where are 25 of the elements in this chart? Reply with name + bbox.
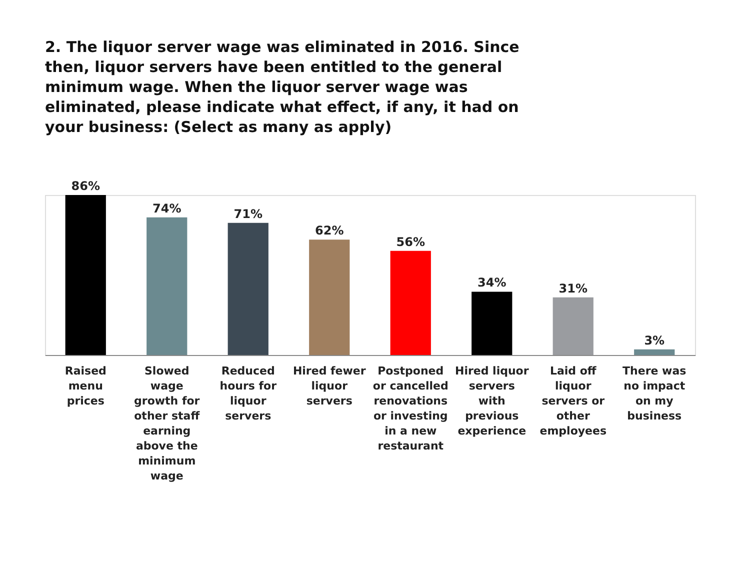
data-label: 74% [152,201,182,216]
data-label: 62% [315,224,344,238]
data-label: 3% [644,333,665,348]
chart-title: 2. The liquor server wage was eliminated in 2016. Since then, liquor servers have been entitled to the general minimum wage. When the liquor server wage was eliminated, please indicate what effect, if any, it had on your business: (Select as many as apply) [45,38,520,136]
x-tick-label: Hired liquor servers with previous experience [454,364,530,438]
data-label: 86% [71,179,100,193]
bar [309,240,350,355]
bar [146,217,188,355]
bar [65,195,106,355]
x-tick-label: Hired fewer liquor servers [292,364,366,408]
bar [634,349,675,355]
x-tick-label: Slowed wage growth for other staff earning above the minimum wage [134,364,200,482]
bar [228,222,268,355]
bar [390,250,431,355]
data-label: 31% [558,281,588,296]
x-tick-label: Raised menu prices [64,364,106,408]
x-tick-label: Postponed or cancelled renovations or investing in a new restaurant [372,364,448,452]
data-label: 56% [396,234,425,249]
data-label: 34% [478,276,506,290]
bar [552,297,594,355]
x-tick-label: There was no impact on my business [622,364,687,422]
data-label: 71% [234,206,262,221]
x-tick-label: Reduced hours for liquor servers [220,364,278,422]
x-tick-label: Laid off liquor servers or other employees [540,364,607,438]
bar [472,292,512,355]
